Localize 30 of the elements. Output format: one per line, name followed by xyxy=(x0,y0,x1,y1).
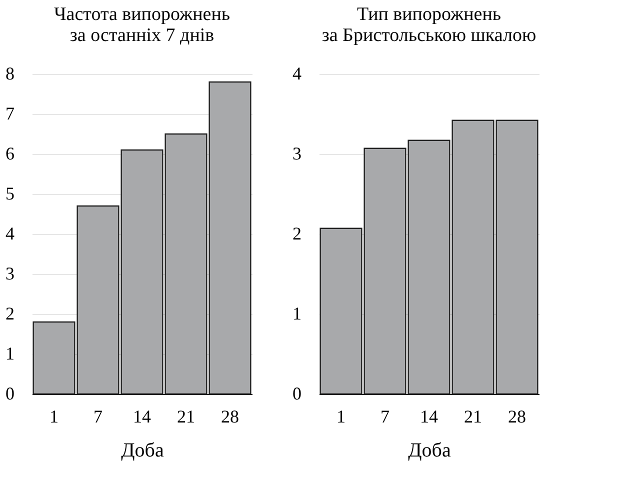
y-tick-label: 0 xyxy=(292,384,302,404)
y-tick-label: 4 xyxy=(6,224,14,244)
text: Тип випорожнень xyxy=(356,4,502,25)
x-tick-label: 7 xyxy=(380,406,390,426)
y-tick-label: 0 xyxy=(6,384,14,404)
x-tick-label: 7 xyxy=(94,406,102,426)
y-tick-label: 2 xyxy=(292,224,302,244)
text: Частота випорожнень xyxy=(54,4,230,25)
y-tick-label: 4 xyxy=(292,64,302,84)
x-tick-label: 1 xyxy=(336,406,346,426)
y-tick-label: 8 xyxy=(6,64,14,84)
x-tick-label: 14 xyxy=(133,406,151,426)
y-tick-label: 5 xyxy=(6,184,14,204)
x-tick-label: 28 xyxy=(508,406,526,426)
x-axis-title: Доба xyxy=(408,440,451,462)
x-tick-label: 21 xyxy=(464,406,482,426)
x-axis-title: Доба xyxy=(121,440,164,462)
x-tick-label: 28 xyxy=(221,406,239,426)
y-tick-label: 6 xyxy=(6,144,14,164)
text: за Бристольською шкалою xyxy=(322,25,536,46)
x-tick-label: 21 xyxy=(177,406,195,426)
y-tick-label: 7 xyxy=(6,104,14,124)
x-tick-label: 1 xyxy=(50,406,58,426)
y-tick-label: 3 xyxy=(292,144,302,164)
y-tick-label: 1 xyxy=(292,304,302,324)
y-tick-label: 2 xyxy=(6,304,14,324)
y-tick-label: 3 xyxy=(6,264,14,284)
x-tick-label: 14 xyxy=(420,406,438,426)
y-tick-label: 1 xyxy=(6,344,14,364)
text: за останніх 7 днів xyxy=(70,25,214,46)
